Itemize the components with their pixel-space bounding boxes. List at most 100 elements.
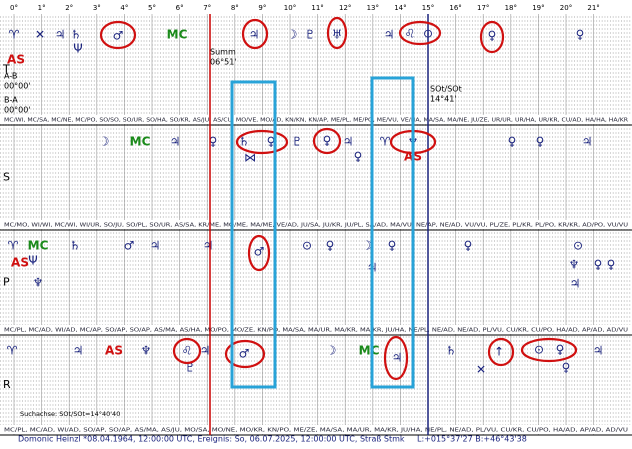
summ-label: Summ <box>210 48 236 57</box>
planet-glyph: MC <box>359 344 380 358</box>
planet-glyph: ♄ <box>70 239 81 253</box>
planet-glyph: ⊙ <box>573 239 583 253</box>
degree-label: 10° <box>284 4 296 12</box>
midpoint-strip: MC/WI, MC/SA, MC/NE, MC/PO, SO/SO, SO/UR… <box>4 118 628 124</box>
planet-glyph: ✕ <box>35 28 45 42</box>
planet-glyph: ♃ <box>593 344 604 358</box>
planet-glyph: ♀ <box>536 135 545 149</box>
planet-glyph: ✕ <box>476 363 486 377</box>
planet-glyph: ♀ <box>464 239 473 253</box>
planet-glyph: ♄ <box>239 135 250 149</box>
scale-bar <box>0 0 632 14</box>
planet-glyph: AS <box>105 344 123 358</box>
panel-label: T <box>2 63 10 76</box>
ba-label: B-A <box>4 96 18 105</box>
planet-glyph: ☽ <box>326 344 337 358</box>
planet-glyph: ⊙ <box>302 239 312 253</box>
planet-glyph: ♀ <box>323 134 332 148</box>
planet-glyph: ♅ <box>332 28 343 42</box>
degree-label: 3° <box>93 4 101 12</box>
planet-glyph: ♀ <box>388 239 397 253</box>
degree-label: 7° <box>203 4 211 12</box>
planet-glyph: ♃ <box>343 135 354 149</box>
planet-glyph: ♃ <box>249 28 260 42</box>
planet-glyph: MC <box>167 28 188 42</box>
planet-glyph: ♃ <box>392 351 403 365</box>
planet-glyph: ♈ <box>8 239 19 253</box>
planet-glyph: ♃ <box>170 135 181 149</box>
planet-glyph: ♀ <box>576 28 585 42</box>
strip-bg <box>0 325 632 334</box>
planet-glyph: ♃ <box>55 28 66 42</box>
degree-label: 2° <box>65 4 73 12</box>
degree-label: 6° <box>176 4 184 12</box>
planet-glyph: ♀ <box>508 135 517 149</box>
planet-glyph: ♈ <box>9 28 20 42</box>
planet-glyph: ♇ <box>305 28 316 42</box>
planet-glyph: ♌ <box>405 27 416 41</box>
planet-glyph: ♃ <box>570 277 581 291</box>
planet-glyph: ↑ <box>494 345 504 359</box>
planet-glyph: Ψ <box>73 42 82 56</box>
planet-glyph: ♃ <box>200 344 211 358</box>
planet-glyph: ♀ <box>562 361 571 375</box>
search-axis-label: Suchachse: SOt/SOt=14°40'40 <box>20 410 120 418</box>
planet-glyph: ♀ <box>354 150 363 164</box>
degree-label: 11° <box>311 4 323 12</box>
degree-label: 12° <box>339 4 351 12</box>
planet-glyph: ♀ <box>209 135 218 149</box>
degree-label: 17° <box>477 4 489 12</box>
footer-coords: L:+015°37'27 B:+46°43'38 <box>417 435 527 444</box>
degree-label: 13° <box>367 4 379 12</box>
planet-glyph: ♆ <box>569 258 580 272</box>
midpoint-strip: MC/PL, MC/AD, WI/AD, SO/AP, SO/AP, AS/MA… <box>4 428 628 434</box>
degree-label: 9° <box>258 4 266 12</box>
planet-glyph: ♃ <box>582 135 593 149</box>
degree-label: 8° <box>231 4 239 12</box>
planet-glyph: ♃ <box>384 28 395 42</box>
planet-glyph: ♀ <box>594 258 603 272</box>
planet-glyph: ☽ <box>362 239 373 253</box>
planet-glyph: ♌ <box>182 344 193 358</box>
planet-glyph: ♄ <box>71 28 82 42</box>
planet-glyph: ♂ <box>113 29 124 43</box>
planet-glyph: AS <box>7 53 25 67</box>
ab-value: 00°00' <box>4 82 31 91</box>
sot-label: SOt/SOt <box>430 85 462 94</box>
planet-glyph: ⊙ <box>534 343 544 357</box>
planet-glyph: MC <box>28 239 49 253</box>
midpoint-strip: MC/MO, WI/WI, MC/WI, WI/UR, SO/JU, SO/PL… <box>4 223 628 229</box>
planet-glyph: AS <box>11 256 29 270</box>
planet-glyph: ♀ <box>556 343 565 357</box>
planet-glyph: ♀ <box>267 135 276 149</box>
degree-label: 16° <box>449 4 461 12</box>
degree-label: 5° <box>148 4 156 12</box>
planet-glyph: Ψ <box>28 254 37 268</box>
midpoint-strip: MC/PL, MC/AD, WI/AD, MC/AP, SO/AP, SO/AP… <box>4 328 628 334</box>
degree-label: 15° <box>422 4 434 12</box>
degree-label: 19° <box>532 4 544 12</box>
planet-glyph: ☽ <box>99 135 110 149</box>
planet-glyph: ♂ <box>124 239 135 253</box>
summ-value: 06°51' <box>210 58 237 67</box>
degree-label: 14° <box>394 4 406 12</box>
planet-glyph: ☽ <box>287 28 298 42</box>
planet-glyph: ♆ <box>33 276 44 290</box>
planet-glyph: ♃ <box>203 239 214 253</box>
sot-value: 14°41' <box>430 95 457 104</box>
planet-glyph: ♈ <box>7 344 18 358</box>
degree-label: 0° <box>10 4 18 12</box>
panel-label: R <box>3 378 11 391</box>
degree-label: 21° <box>587 4 599 12</box>
planet-glyph: ♄ <box>446 344 457 358</box>
footer-text: Domonic Heinzl *08.04.1964, 12:00:00 UTC… <box>18 435 405 444</box>
panel-label: P <box>3 276 10 289</box>
planet-glyph: ♈ <box>380 135 391 149</box>
planet-glyph: ♀ <box>488 29 497 43</box>
panel-label: S <box>3 171 10 184</box>
planet-glyph: ♃ <box>150 239 161 253</box>
panels: 0° 1° 2° 3° 4° 5° 6° 7° 8° 9° 10° 11° 12° 13° 14° 15° 16… <box>0 0 632 436</box>
planet-glyph: ♀ <box>326 239 335 253</box>
planet-glyph: ♀ <box>607 258 616 272</box>
